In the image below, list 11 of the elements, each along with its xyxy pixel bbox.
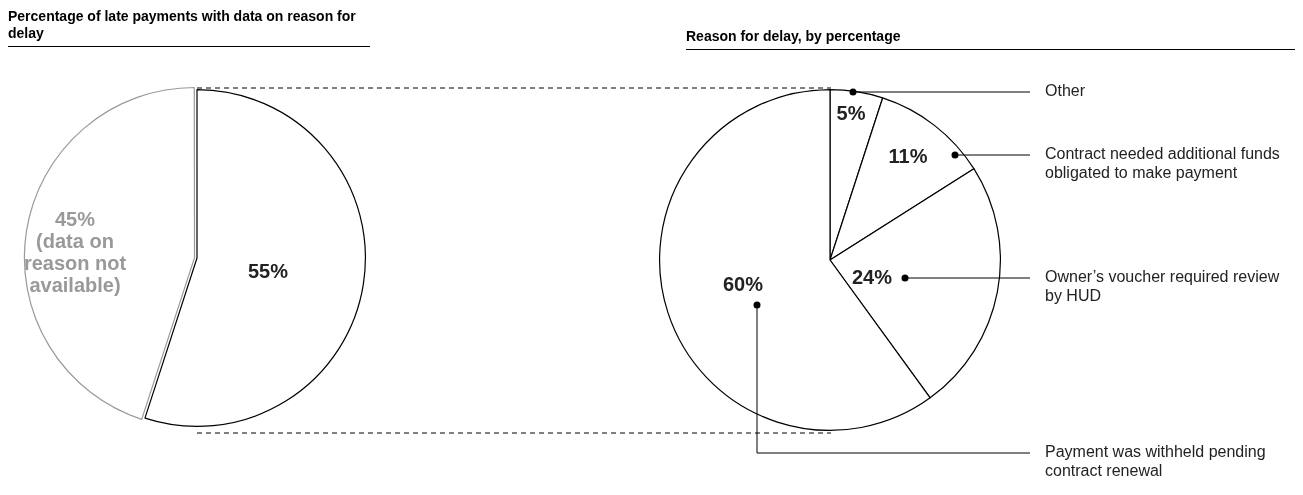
chart-title: Reason for delay, by percentage: [686, 28, 1295, 50]
slice-label: Contract needed additional funds obligated to make payment: [1045, 145, 1280, 182]
data-label: 24%: [851, 265, 893, 288]
slice-label: (data on reason not available): [23, 229, 127, 296]
data-label: 45%: [54, 207, 96, 230]
data-label: 5%: [836, 101, 866, 124]
slice-label: Other: [1045, 82, 1086, 100]
chart-title: Percentage of late payments with data on reason for delay: [8, 8, 370, 47]
slice-label: Owner’s voucher required review by HUD: [1045, 268, 1280, 305]
data-label: 11%: [888, 144, 928, 167]
slice-label: Payment was withheld pending contract renewal: [1045, 443, 1266, 480]
